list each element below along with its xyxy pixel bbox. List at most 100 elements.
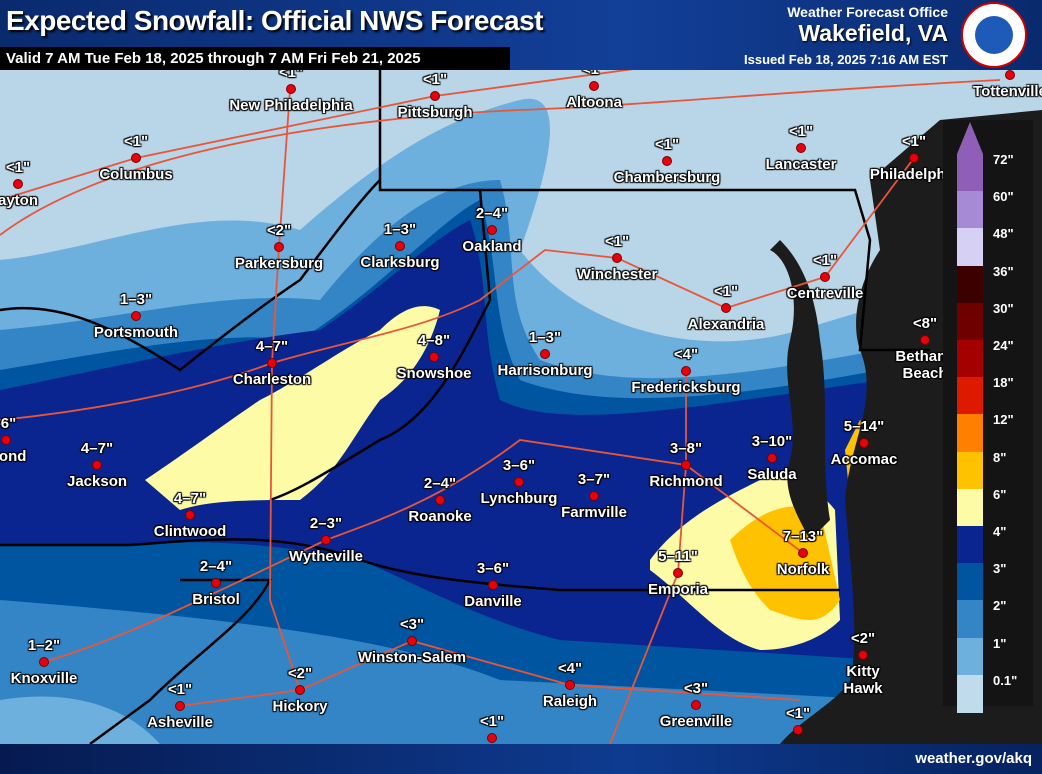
legend-label: 60" [993,189,1014,205]
map-title: Expected Snowfall: Official NWS Forecast [6,5,544,36]
footer-bar: weather.gov/akq [0,744,1042,774]
city-marker [435,495,445,505]
legend-swatch [957,414,983,453]
city-name: Oakland [462,238,522,255]
city-name: Pittsburgh [397,104,473,121]
snowfall-amount: <1" [123,133,149,150]
snowfall-amount: 3–8" [669,440,703,457]
city-marker [295,685,305,695]
legend-label: 24" [993,338,1014,353]
city-name: Winston-Salem [357,649,467,666]
city-name: Farmville [561,504,627,521]
snowfall-amount: 2–4" [475,205,509,222]
city-marker [514,477,524,487]
snowfall-amount: 2–4" [199,558,233,575]
legend-label: 1" [993,635,1007,651]
city-marker [793,725,803,735]
city-name: Danville [464,593,522,610]
snowfall-amount: <4" [557,660,583,677]
city-name: New Philadelphia [229,97,353,114]
city-marker [286,84,296,94]
city-name: Tottenville [973,83,1042,100]
city-name: Chambersburg [613,169,721,186]
city-marker [131,153,141,163]
legend-swatch [957,191,983,230]
city-name: Clintwood [153,523,227,540]
snowfall-legend: 72" 60" 48" 36" 30" 24" 18" 12" 8" 6" 4" 3" 2" 1" 0.1" [943,120,1033,713]
snowfall-amount: <3" [683,680,709,697]
legend-swatch [957,451,983,490]
legend-arrow [957,122,983,154]
city-marker [909,153,919,163]
snowfall-amount: <8" [912,315,938,332]
legend-label: 36" [993,263,1014,279]
city-marker [565,680,575,690]
city-name: Columbus [99,166,173,183]
snowfall-amount: <1" [5,159,31,176]
city-marker [767,453,777,463]
band-6-8in-wv [145,306,440,510]
city-marker [859,438,869,448]
snowfall-amount: <1" [901,133,927,150]
city-marker [858,650,868,660]
city-name: Norfolk [776,561,830,578]
city-name: Emporia [647,581,709,598]
city-name: Philadelphia [869,166,959,183]
city-name: Lynchburg [480,490,558,507]
city-marker [796,143,806,153]
city-name: Winchester [576,266,658,283]
snowfall-amount: <4" [673,346,699,363]
legend-label: 8" [993,449,1007,465]
snowfall-amount: <1" [479,713,505,730]
city-name: Richmond [649,473,723,490]
city-name: Knoxville [10,670,78,687]
city-marker [274,242,284,252]
legend-swatch [957,526,983,564]
snowfall-amount: 1–3" [528,329,562,346]
office-name: Wakefield, VA [798,20,948,46]
city-name: Fredericksburg [631,379,741,396]
snowfall-amount: <1" [604,233,630,250]
city-marker [691,700,701,710]
office-label: Weather Forecast Office [787,4,948,20]
city-name: Accomac [830,451,898,468]
snowfall-amount: <1" [812,252,838,269]
snowfall-amount: -6" [0,415,17,432]
city-name: Centreville [786,285,864,302]
legend-swatch [957,302,983,341]
city-marker [267,358,277,368]
snowfall-amount: 2–4" [423,475,457,492]
city-marker [589,491,599,501]
nws-logo [961,2,1027,68]
city-name: Parkersburg [234,255,324,272]
legend-label: 6" [993,486,1007,502]
city-name: Jackson [66,473,128,490]
city-name: Portsmouth [93,324,179,341]
snowfall-amount: <1" [167,681,193,698]
legend-label: 2" [993,598,1007,614]
city-marker [131,311,141,321]
city-marker [681,460,691,470]
legend-swatch [957,600,983,639]
legend-label: 12" [993,412,1014,428]
legend-label: 48" [993,226,1014,242]
city-name: Hickory [272,698,328,715]
city-marker [721,303,731,313]
snowfall-amount: <1" [654,136,680,153]
legend-swatch [957,637,983,676]
city-marker [395,241,405,251]
city-marker [487,225,497,235]
valid-period: Valid 7 AM Tue Feb 18, 2025 through 7 AM… [0,47,510,70]
snowfall-amount: <1" [788,123,814,140]
website-link[interactable]: weather.gov/akq [915,750,1032,767]
chesapeake-bay [770,240,830,540]
city-marker [487,733,497,743]
legend-label: 4" [993,524,1007,539]
snowfall-amount: 1–3" [119,291,153,308]
lightning-icon [975,16,1013,54]
city-name: Raleigh [542,693,598,710]
legend-swatch [957,265,983,304]
city-marker [321,535,331,545]
city-marker [920,335,930,345]
city-marker [540,349,550,359]
